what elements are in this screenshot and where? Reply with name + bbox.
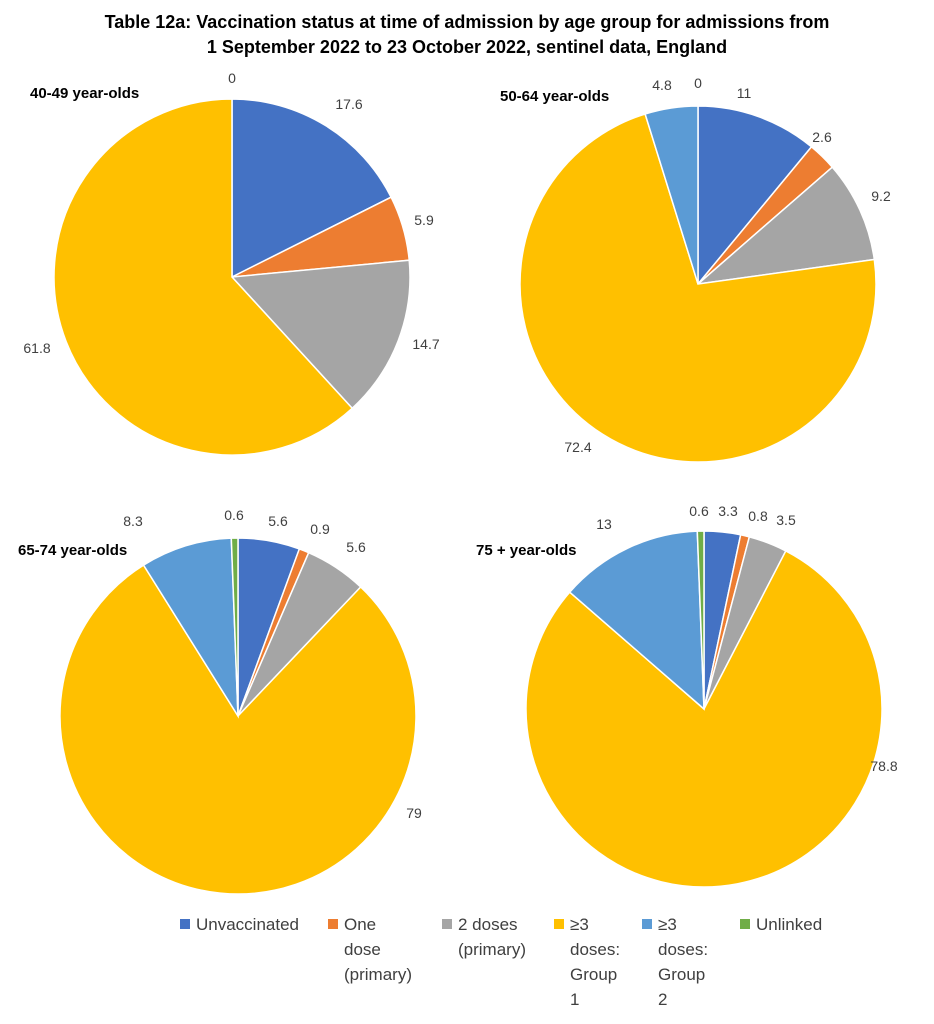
legend-label: ≥3 doses: Group 2: [658, 915, 709, 1009]
data-label: 0.6: [689, 503, 709, 519]
legend-item-unlinked: Unlinked: [740, 912, 822, 937]
chart-title-line-1: Table 12a: Vaccination status at time of…: [104, 12, 830, 32]
data-label: 78.8: [870, 758, 897, 774]
chart-title: Table 12a: Vaccination status at time of…: [0, 10, 934, 60]
pie-slice-unlinked: [696, 530, 705, 710]
legend-label: Unlinked: [756, 915, 823, 934]
data-label: 3.3: [718, 503, 738, 519]
legend-swatch: [740, 919, 750, 929]
pie-slice-3-doses-group-1: [525, 549, 883, 888]
data-label: 0: [228, 70, 236, 86]
pie-slice-unvaccinated: [231, 98, 393, 279]
legend-item-unvaccinated: Unvaccinated: [180, 912, 299, 937]
pie-title: 40-49 year-olds: [30, 85, 139, 102]
data-label: 17.6: [335, 96, 362, 112]
legend-label: 2 doses (primary): [458, 915, 526, 959]
chart-title-line-2: 1 September 2022 to 23 October 2022, sen…: [206, 37, 728, 57]
data-label: 0.9: [310, 521, 330, 537]
pie-title: 50-64 year-olds: [500, 88, 609, 105]
data-label: 61.8: [23, 340, 50, 356]
legend-swatch: [328, 919, 338, 929]
pie-chart-4: 3.3 0.8 3.5 78.8 13 0.6 75 + year-olds: [476, 503, 898, 888]
legend-label: One dose (primary): [344, 915, 412, 984]
pie-slice-unlinked: [230, 537, 239, 717]
data-label: 0.6: [224, 507, 244, 523]
data-label: 79: [406, 805, 422, 821]
data-label: 72.4: [564, 439, 591, 455]
data-label: 4.8: [652, 77, 672, 93]
pie-chart-2: 11 2.6 9.2 72.4 4.8 0 50-64 year-olds: [500, 75, 891, 463]
data-label: 5.9: [414, 212, 434, 228]
pie-slice-3-doses-group-1: [519, 113, 877, 463]
pie-slice-2-doses-primary: [230, 259, 411, 410]
legend-item-3-doses-group-1: ≥3 doses: Group 1: [554, 912, 620, 1012]
pie-chart-1: 17.6 5.9 14.7 61.8 0 40-49 year-olds: [23, 70, 440, 456]
data-label: 2.6: [812, 129, 832, 145]
pie-slice-unvaccinated: [697, 105, 813, 287]
pie-slice-2-doses-primary: [695, 166, 876, 286]
pie-slice-3-doses-group-2: [644, 105, 699, 285]
pie-title: 65-74 year-olds: [18, 542, 127, 559]
data-label: 5.6: [346, 539, 366, 555]
legend-swatch: [180, 919, 190, 929]
data-label: 0: [694, 75, 702, 91]
legend-swatch: [442, 919, 452, 929]
pie-slice-3-doses-group-1: [59, 564, 417, 895]
legend-item-3-doses-group-2: ≥3 doses: Group 2: [642, 912, 708, 1012]
data-label: 13: [596, 516, 612, 532]
legend-item-2-doses-primary: 2 doses (primary): [442, 912, 526, 962]
data-label: 8.3: [123, 513, 143, 529]
pie-slice-3-doses-group-2: [568, 530, 705, 711]
legend-item-one-dose-primary: One dose (primary): [328, 912, 412, 987]
legend-label: Unvaccinated: [196, 915, 300, 934]
pie-slice-3-doses-group-1: [53, 98, 354, 456]
legend-swatch: [554, 919, 564, 929]
pie-slice-3-doses-group-2: [142, 537, 239, 719]
data-label: 3.5: [776, 512, 796, 528]
data-label: 11: [737, 85, 752, 101]
pie-chart-3: 5.6 0.9 5.6 79 8.3 0.6 65-74 year-olds: [18, 507, 422, 895]
data-label: 14.7: [412, 336, 439, 352]
data-label: 0.8: [748, 508, 768, 524]
legend-swatch: [642, 919, 652, 929]
data-label: 5.6: [268, 513, 288, 529]
legend-label: ≥3 doses: Group 1: [570, 915, 621, 1009]
data-label: 9.2: [871, 188, 891, 204]
pie-title: 75 + year-olds: [476, 542, 576, 559]
